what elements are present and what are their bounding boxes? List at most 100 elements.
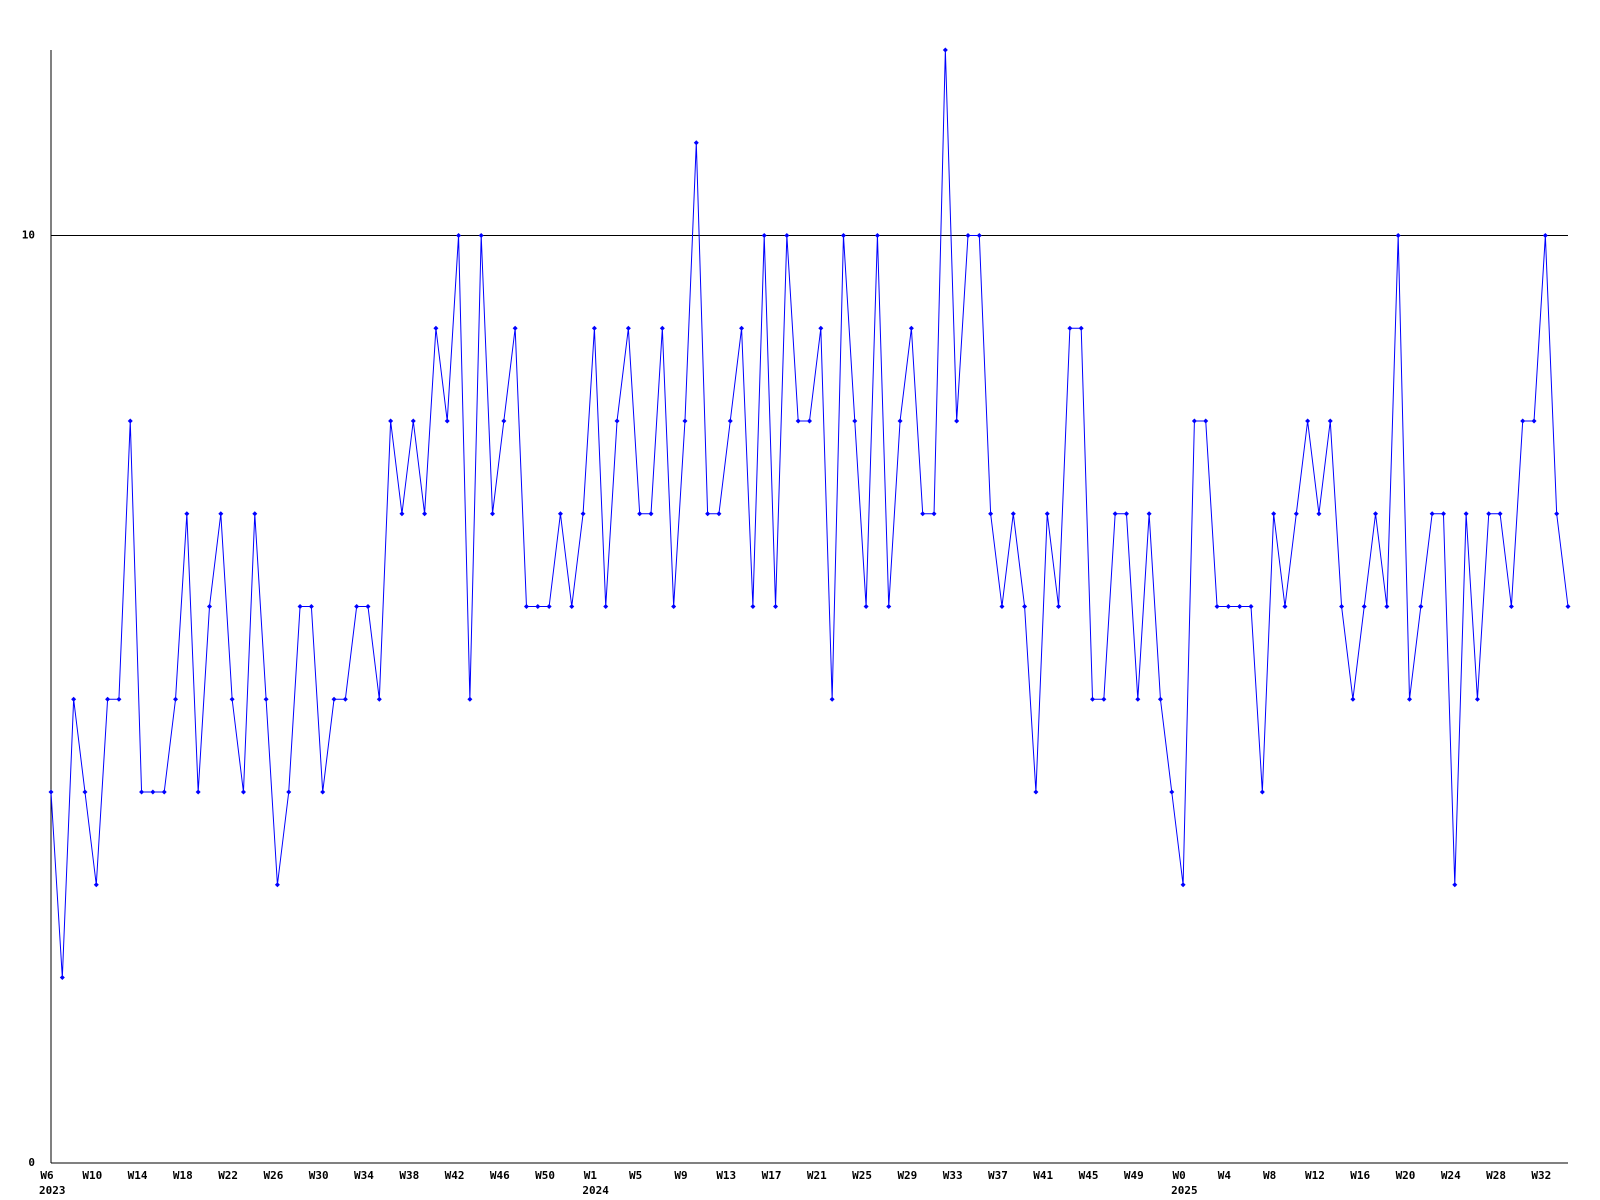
point-marker: [161, 789, 167, 795]
point-marker: [105, 696, 111, 702]
point-marker: [297, 604, 303, 609]
point-marker: [444, 418, 450, 424]
point-marker: [218, 511, 224, 517]
x-tick-label: W50: [535, 1169, 555, 1182]
point-marker: [1169, 789, 1175, 795]
x-tick-label: W1: [584, 1169, 598, 1182]
x-tick-label: W26: [263, 1169, 283, 1182]
point-marker: [48, 789, 54, 795]
point-marker: [1305, 418, 1311, 424]
point-marker: [1191, 418, 1197, 424]
point-marker: [274, 882, 280, 888]
point-marker: [1293, 511, 1299, 517]
point-marker: [93, 882, 99, 888]
point-marker: [456, 233, 462, 238]
point-marker: [795, 418, 801, 424]
x-tick-label: W8: [1263, 1169, 1276, 1182]
point-marker: [739, 325, 745, 331]
x-tick-label: W10: [82, 1169, 102, 1182]
point-marker: [1407, 696, 1413, 702]
point-marker: [773, 604, 779, 609]
x-tick-label: W16: [1350, 1169, 1370, 1182]
point-marker: [874, 233, 880, 238]
point-marker: [908, 325, 914, 331]
point-marker: [659, 325, 665, 331]
x-tick-label: W24: [1441, 1169, 1461, 1182]
point-marker: [1316, 511, 1322, 517]
point-marker: [637, 511, 643, 517]
x-tick-label: W25: [852, 1169, 872, 1182]
point-marker: [512, 325, 518, 331]
point-marker: [320, 789, 326, 795]
y-tick-label: 0: [28, 1156, 35, 1169]
x-tick-label: W0: [1172, 1169, 1185, 1182]
point-marker: [886, 604, 892, 609]
point-marker: [388, 418, 394, 424]
point-marker: [467, 696, 473, 702]
point-marker: [150, 789, 156, 795]
point-marker: [1271, 511, 1277, 517]
x-year-label: 2023: [39, 1184, 66, 1197]
point-marker: [1282, 604, 1288, 609]
point-marker: [1214, 604, 1220, 609]
point-marker: [82, 789, 88, 795]
point-marker: [127, 418, 133, 424]
point-marker: [1542, 233, 1548, 238]
point-marker: [705, 511, 711, 517]
point-marker: [1350, 696, 1356, 702]
point-marker: [557, 511, 563, 517]
point-marker: [603, 604, 609, 609]
point-marker: [942, 47, 948, 53]
point-marker: [1497, 511, 1503, 517]
point-marker: [535, 604, 541, 609]
point-marker: [988, 511, 994, 517]
point-marker: [71, 696, 77, 702]
point-marker: [1101, 696, 1107, 702]
point-marker: [546, 604, 552, 609]
point-marker: [591, 325, 597, 331]
x-tick-label: W38: [399, 1169, 419, 1182]
point-marker: [829, 696, 835, 702]
point-marker: [1520, 418, 1526, 424]
y-tick-label: 10: [22, 229, 35, 242]
point-marker: [840, 233, 846, 238]
point-marker: [614, 418, 620, 424]
x-tick-label: W32: [1531, 1169, 1551, 1182]
point-marker: [1395, 233, 1401, 238]
point-marker: [1157, 696, 1163, 702]
x-tick-label: W17: [762, 1169, 782, 1182]
point-marker: [1259, 789, 1265, 795]
point-marker: [286, 789, 292, 795]
point-marker: [173, 696, 179, 702]
x-tick-label: W12: [1305, 1169, 1325, 1182]
point-marker: [1508, 604, 1514, 609]
point-marker: [1146, 511, 1152, 517]
point-marker: [1135, 696, 1141, 702]
point-marker: [1418, 604, 1424, 609]
point-marker: [1112, 511, 1118, 517]
point-marker: [931, 511, 937, 517]
x-tick-label: W34: [354, 1169, 374, 1182]
point-marker: [784, 233, 790, 238]
point-marker: [727, 418, 733, 424]
point-marker: [1225, 604, 1231, 609]
point-marker: [625, 325, 631, 331]
point-marker: [1180, 882, 1186, 888]
x-tick-label: W5: [629, 1169, 642, 1182]
point-marker: [116, 696, 122, 702]
point-marker: [1010, 511, 1016, 517]
point-marker: [240, 789, 246, 795]
x-tick-label: W46: [490, 1169, 510, 1182]
point-marker: [1463, 511, 1469, 517]
point-marker: [818, 325, 824, 331]
point-marker: [954, 418, 960, 424]
point-marker: [342, 696, 348, 702]
point-marker: [580, 511, 586, 517]
point-marker: [206, 604, 212, 609]
x-year-label: 2024: [582, 1184, 609, 1197]
point-marker: [920, 511, 926, 517]
point-marker: [852, 418, 858, 424]
x-tick-label: W45: [1079, 1169, 1099, 1182]
point-marker: [59, 975, 65, 980]
x-tick-label: W49: [1124, 1169, 1144, 1182]
